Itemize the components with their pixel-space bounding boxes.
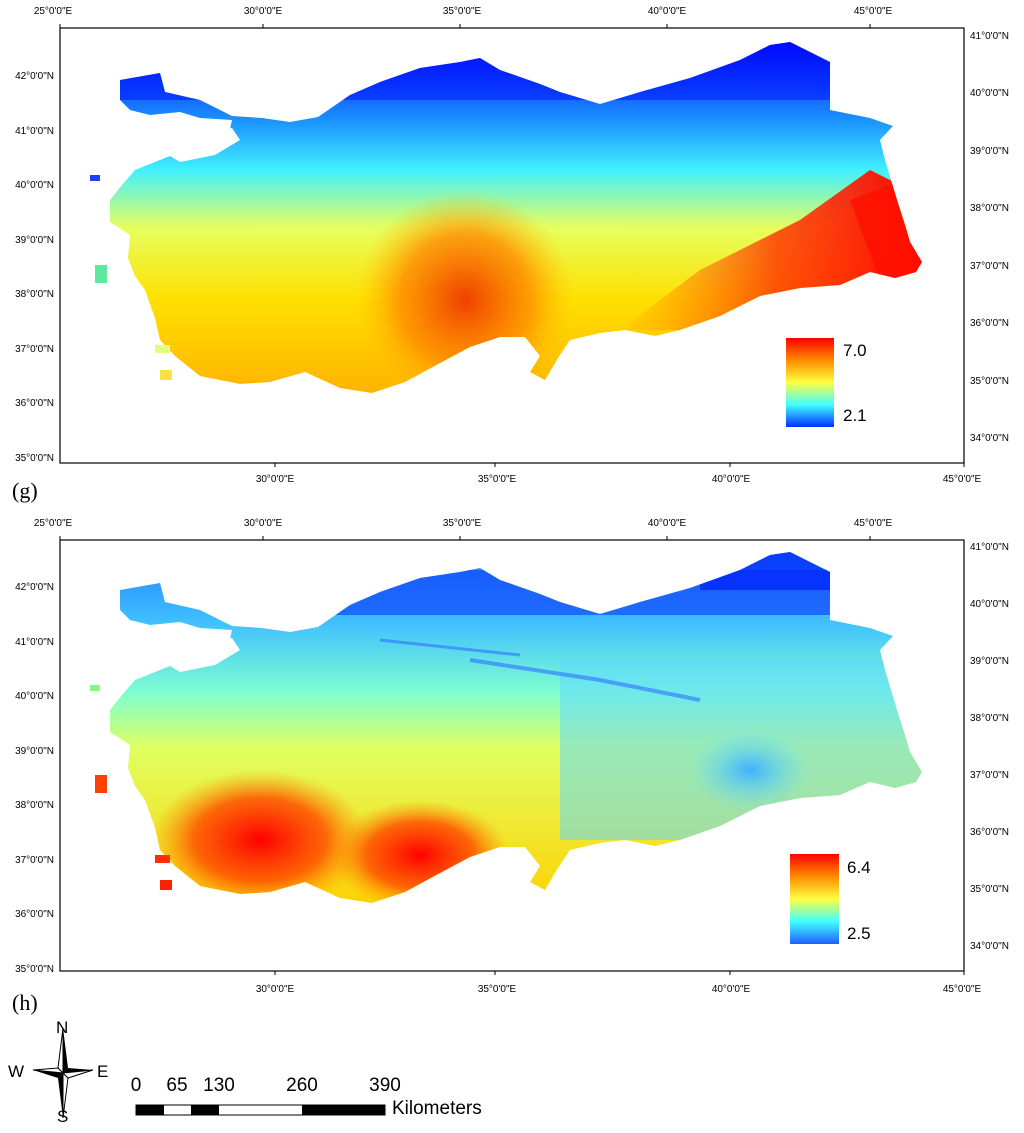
right-tick: 34°0'0"N xyxy=(970,941,1009,952)
legend-max-h: 6.4 xyxy=(847,858,871,877)
top-tick: 35°0'0"E xyxy=(442,6,482,17)
map-frame-h xyxy=(59,536,965,975)
map-panel-h: 25°0'0"E 30°0'0"E 35°0'0"E 40°0'0"E 45°0… xyxy=(0,510,1024,1020)
left-tick: 37°0'0"N xyxy=(15,344,54,355)
top-tick: 35°0'0"E xyxy=(442,518,482,529)
panel-label-g: (g) xyxy=(12,478,38,503)
bottom-tick: 35°0'0"E xyxy=(477,984,517,995)
right-tick: 37°0'0"N xyxy=(970,770,1009,781)
top-tick: 40°0'0"E xyxy=(647,6,687,17)
left-tick: 35°0'0"N xyxy=(15,453,54,464)
right-tick: 36°0'0"N xyxy=(970,318,1009,329)
right-tick: 41°0'0"N xyxy=(970,31,1009,42)
left-tick: 35°0'0"N xyxy=(15,964,54,975)
left-tick: 39°0'0"N xyxy=(15,746,54,757)
compass-rose-icon xyxy=(32,1027,94,1119)
bottom-tick: 45°0'0"E xyxy=(942,474,982,485)
legend-min-h: 2.5 xyxy=(847,924,871,943)
top-tick: 30°0'0"E xyxy=(243,6,283,17)
bottom-tick: 35°0'0"E xyxy=(477,474,517,485)
scale-label: 260 xyxy=(286,1075,318,1096)
legend-bar-g xyxy=(786,338,834,427)
right-tick: 34°0'0"N xyxy=(970,433,1009,444)
left-tick: 38°0'0"N xyxy=(15,800,54,811)
left-tick: 42°0'0"N xyxy=(15,71,54,82)
right-tick: 40°0'0"N xyxy=(970,88,1009,99)
scale-label: 130 xyxy=(203,1075,235,1096)
compass-n: N xyxy=(56,1018,69,1037)
left-tick: 39°0'0"N xyxy=(15,235,54,246)
bottom-tick: 45°0'0"E xyxy=(942,984,982,995)
legend-min-g: 2.1 xyxy=(843,406,867,425)
bottom-tick: 30°0'0"E xyxy=(255,984,295,995)
north-arrow: N S W E xyxy=(8,1018,118,1128)
left-tick: 41°0'0"N xyxy=(15,126,54,137)
right-tick: 38°0'0"N xyxy=(970,203,1009,214)
left-tick: 38°0'0"N xyxy=(15,289,54,300)
left-tick: 40°0'0"N xyxy=(15,180,54,191)
map-panel-g: 25°0'0"E 30°0'0"E 35°0'0"E 40°0'0"E 45°0… xyxy=(0,0,1024,510)
top-tick: 45°0'0"E xyxy=(853,6,893,17)
scale-bar: 0 65 130 260 390 Kilometers xyxy=(0,1070,600,1130)
right-tick: 39°0'0"N xyxy=(970,146,1009,157)
right-tick: 35°0'0"N xyxy=(970,884,1009,895)
bottom-tick: 40°0'0"E xyxy=(711,984,751,995)
right-tick: 40°0'0"N xyxy=(970,599,1009,610)
compass-s: S xyxy=(57,1107,69,1126)
legend-max-g: 7.0 xyxy=(843,341,867,360)
left-tick: 40°0'0"N xyxy=(15,691,54,702)
legend-bar-h xyxy=(790,854,839,944)
right-tick: 37°0'0"N xyxy=(970,261,1009,272)
top-tick: 30°0'0"E xyxy=(243,518,283,529)
top-tick: 40°0'0"E xyxy=(647,518,687,529)
panel-label-h: (h) xyxy=(12,990,38,1015)
left-tick: 37°0'0"N xyxy=(15,855,54,866)
compass-e: E xyxy=(97,1062,109,1081)
scale-bar-graphic xyxy=(135,1104,386,1116)
map-frame-g xyxy=(59,24,965,467)
top-tick: 25°0'0"E xyxy=(33,518,73,529)
bottom-tick: 30°0'0"E xyxy=(255,474,295,485)
left-tick: 41°0'0"N xyxy=(15,637,54,648)
left-tick: 36°0'0"N xyxy=(15,909,54,920)
right-tick: 41°0'0"N xyxy=(970,542,1009,553)
left-tick: 36°0'0"N xyxy=(15,398,54,409)
scale-label: 390 xyxy=(369,1075,401,1096)
right-tick: 36°0'0"N xyxy=(970,827,1009,838)
right-tick: 35°0'0"N xyxy=(970,376,1009,387)
right-tick: 38°0'0"N xyxy=(970,713,1009,724)
top-tick: 25°0'0"E xyxy=(33,6,73,17)
compass-w: W xyxy=(8,1062,25,1081)
top-tick: 45°0'0"E xyxy=(853,518,893,529)
right-tick: 39°0'0"N xyxy=(970,656,1009,667)
scale-label: 0 xyxy=(130,1075,142,1096)
scale-label: 65 xyxy=(166,1075,188,1096)
bottom-tick: 40°0'0"E xyxy=(711,474,751,485)
left-tick: 42°0'0"N xyxy=(15,582,54,593)
scale-unit: Kilometers xyxy=(392,1098,482,1119)
